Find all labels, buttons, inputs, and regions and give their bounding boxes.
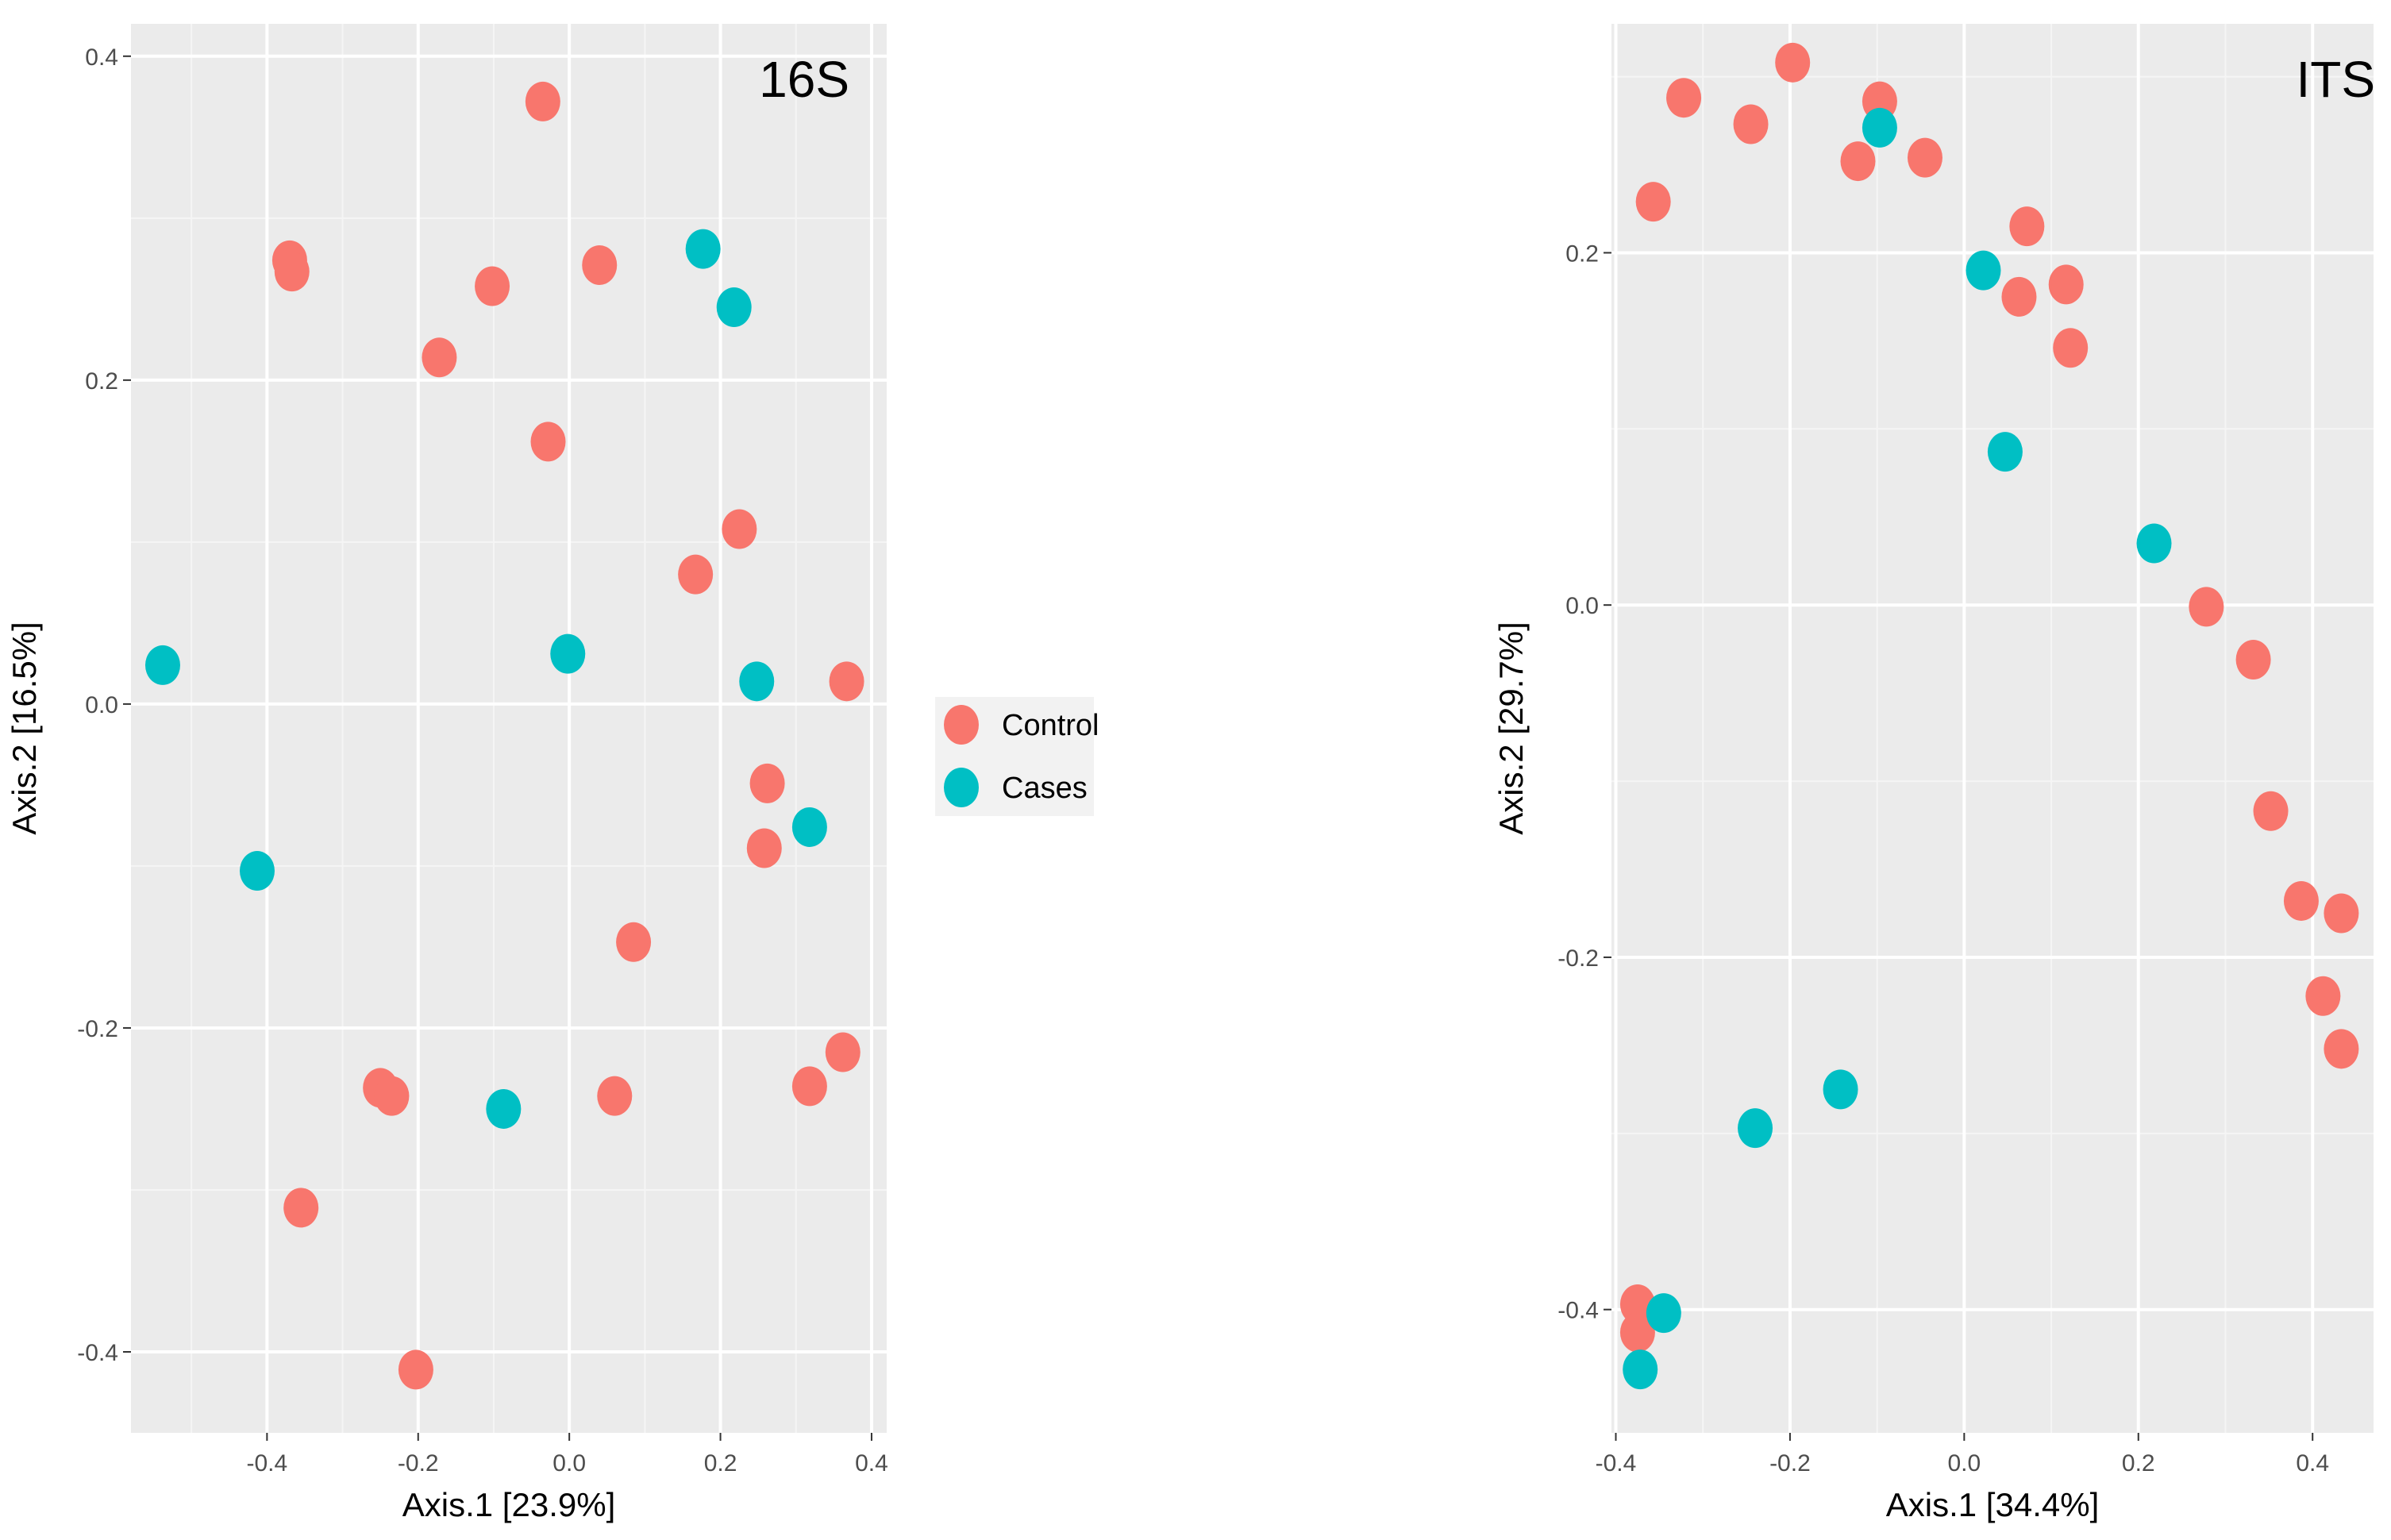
point-control xyxy=(825,1032,861,1072)
point-cases xyxy=(1862,107,1897,148)
x-tick-label: -0.4 xyxy=(1596,1450,1637,1476)
y-tick-label: 0.4 xyxy=(85,44,118,71)
point-control xyxy=(582,244,618,285)
point-control xyxy=(475,266,510,306)
point-control xyxy=(283,1188,319,1228)
point-cases xyxy=(791,807,827,847)
x-tick-label: 0.0 xyxy=(1947,1450,1981,1476)
y-tick-label: -0.2 xyxy=(77,1016,118,1042)
point-control xyxy=(274,252,310,292)
y-tick-label: -0.4 xyxy=(1557,1298,1599,1324)
legend: Control Cases xyxy=(935,697,1099,816)
point-cases xyxy=(239,851,275,891)
point-control xyxy=(749,763,785,803)
point-cases xyxy=(685,229,721,269)
point-cases xyxy=(1987,432,2023,472)
point-control xyxy=(530,422,566,462)
point-control xyxy=(746,828,782,868)
chart-16s: -0.4 -0.2 0.0 0.2 0.4 -0.4 -0.2 0.0 0.2 0.4 16S Axi… xyxy=(6,24,888,1523)
y-tick-label: 0.0 xyxy=(1565,593,1599,619)
legend-key-cases xyxy=(944,768,979,807)
point-control xyxy=(1733,104,1769,144)
panel-title: 16S xyxy=(759,51,849,108)
legend-label-cases: Cases xyxy=(1002,772,1088,805)
y-tick-label: -0.4 xyxy=(77,1340,118,1366)
point-control xyxy=(597,1076,633,1116)
point-control xyxy=(525,81,560,121)
x-tick-label: 0.2 xyxy=(2122,1450,2155,1476)
point-control xyxy=(2324,1029,2359,1069)
point-control xyxy=(2253,791,2289,831)
point-control xyxy=(1666,78,1702,118)
point-cases xyxy=(1646,1293,1681,1334)
point-control xyxy=(1619,1312,1655,1353)
point-control xyxy=(2324,893,2359,934)
point-cases xyxy=(1623,1349,1658,1390)
point-control xyxy=(1907,137,1942,178)
point-control xyxy=(374,1076,410,1116)
point-control xyxy=(2048,264,2084,305)
chart-its: -0.4 -0.2 0.0 0.2 0.4 -0.4 -0.2 0.0 0.2 ITS Axis.1… xyxy=(1492,24,2375,1523)
point-cases xyxy=(144,645,180,685)
point-cases xyxy=(739,661,775,702)
point-control xyxy=(678,554,714,595)
y-tick-label: 0.2 xyxy=(85,368,118,395)
point-cases xyxy=(716,287,752,328)
y-tick-label: 0.2 xyxy=(1565,241,1599,267)
y-axis-title: Axis.2 [29.7%] xyxy=(1492,622,1530,834)
point-control xyxy=(2305,976,2341,1016)
panel-background xyxy=(131,24,887,1433)
panel-title: ITS xyxy=(2296,51,2375,108)
panel-background xyxy=(1611,24,2374,1433)
point-control xyxy=(1775,42,1811,83)
point-control xyxy=(2283,880,2319,921)
point-cases xyxy=(2136,523,2172,564)
x-tick-label: 0.0 xyxy=(553,1450,586,1476)
point-control xyxy=(1635,182,1671,222)
x-axis-title: Axis.1 [34.4%] xyxy=(1886,1486,2099,1523)
point-cases xyxy=(1738,1108,1773,1149)
y-tick-label: 0.0 xyxy=(85,692,118,718)
x-tick-label: -0.4 xyxy=(247,1450,288,1476)
point-control xyxy=(829,661,864,702)
point-control xyxy=(2235,639,2271,680)
y-tick-label: -0.2 xyxy=(1557,945,1599,972)
x-tick-label: -0.2 xyxy=(1769,1450,1811,1476)
x-tick-label: -0.2 xyxy=(398,1450,439,1476)
point-control xyxy=(2189,587,2224,627)
point-control xyxy=(722,509,757,549)
point-control xyxy=(791,1066,827,1107)
legend-key-control xyxy=(944,705,979,745)
x-axis-title: Axis.1 [23.9%] xyxy=(402,1486,615,1523)
legend-label-control: Control xyxy=(1002,709,1099,742)
point-cases xyxy=(1966,250,2001,291)
point-control xyxy=(2053,328,2089,368)
point-control xyxy=(2001,276,2037,317)
point-control xyxy=(1840,141,1876,182)
point-control xyxy=(2009,206,2045,247)
point-control xyxy=(616,922,652,962)
x-tick-label: 0.2 xyxy=(704,1450,737,1476)
point-cases xyxy=(550,633,586,674)
point-cases xyxy=(1823,1069,1858,1110)
point-control xyxy=(398,1349,433,1390)
x-tick-label: 0.4 xyxy=(2296,1450,2329,1476)
point-cases xyxy=(486,1088,522,1129)
y-axis-title: Axis.2 [16.5%] xyxy=(6,622,43,834)
x-tick-label: 0.4 xyxy=(855,1450,888,1476)
point-control xyxy=(422,337,457,378)
